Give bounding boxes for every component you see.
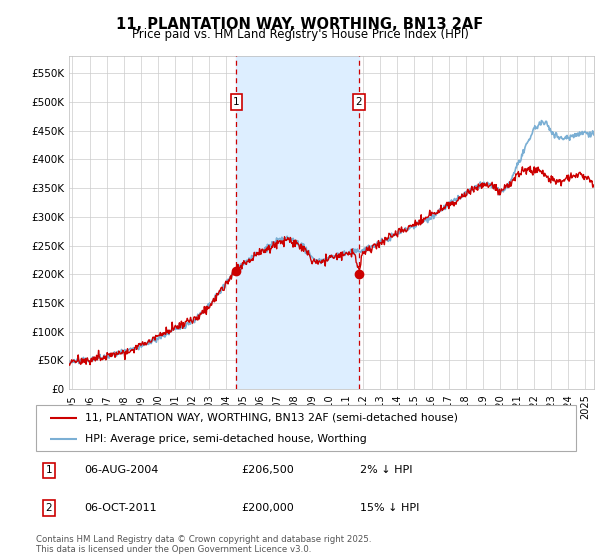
Text: 11, PLANTATION WAY, WORTHING, BN13 2AF (semi-detached house): 11, PLANTATION WAY, WORTHING, BN13 2AF (…: [85, 413, 458, 423]
Bar: [236, 56, 359, 389]
Text: 2: 2: [356, 97, 362, 107]
Text: 1: 1: [233, 97, 240, 107]
FancyBboxPatch shape: [36, 405, 576, 451]
Text: Price paid vs. HM Land Registry's House Price Index (HPI): Price paid vs. HM Land Registry's House …: [131, 28, 469, 41]
Text: 2% ↓ HPI: 2% ↓ HPI: [360, 465, 413, 475]
Text: Contains HM Land Registry data © Crown copyright and database right 2025.
This d: Contains HM Land Registry data © Crown c…: [36, 535, 371, 554]
Text: 15% ↓ HPI: 15% ↓ HPI: [360, 503, 419, 513]
Text: 11, PLANTATION WAY, WORTHING, BN13 2AF: 11, PLANTATION WAY, WORTHING, BN13 2AF: [116, 17, 484, 32]
Text: £206,500: £206,500: [241, 465, 294, 475]
Text: 06-AUG-2004: 06-AUG-2004: [85, 465, 159, 475]
Text: 2: 2: [46, 503, 52, 513]
Text: 06-OCT-2011: 06-OCT-2011: [85, 503, 157, 513]
Text: 1: 1: [46, 465, 52, 475]
Text: HPI: Average price, semi-detached house, Worthing: HPI: Average price, semi-detached house,…: [85, 434, 367, 444]
Text: £200,000: £200,000: [241, 503, 294, 513]
